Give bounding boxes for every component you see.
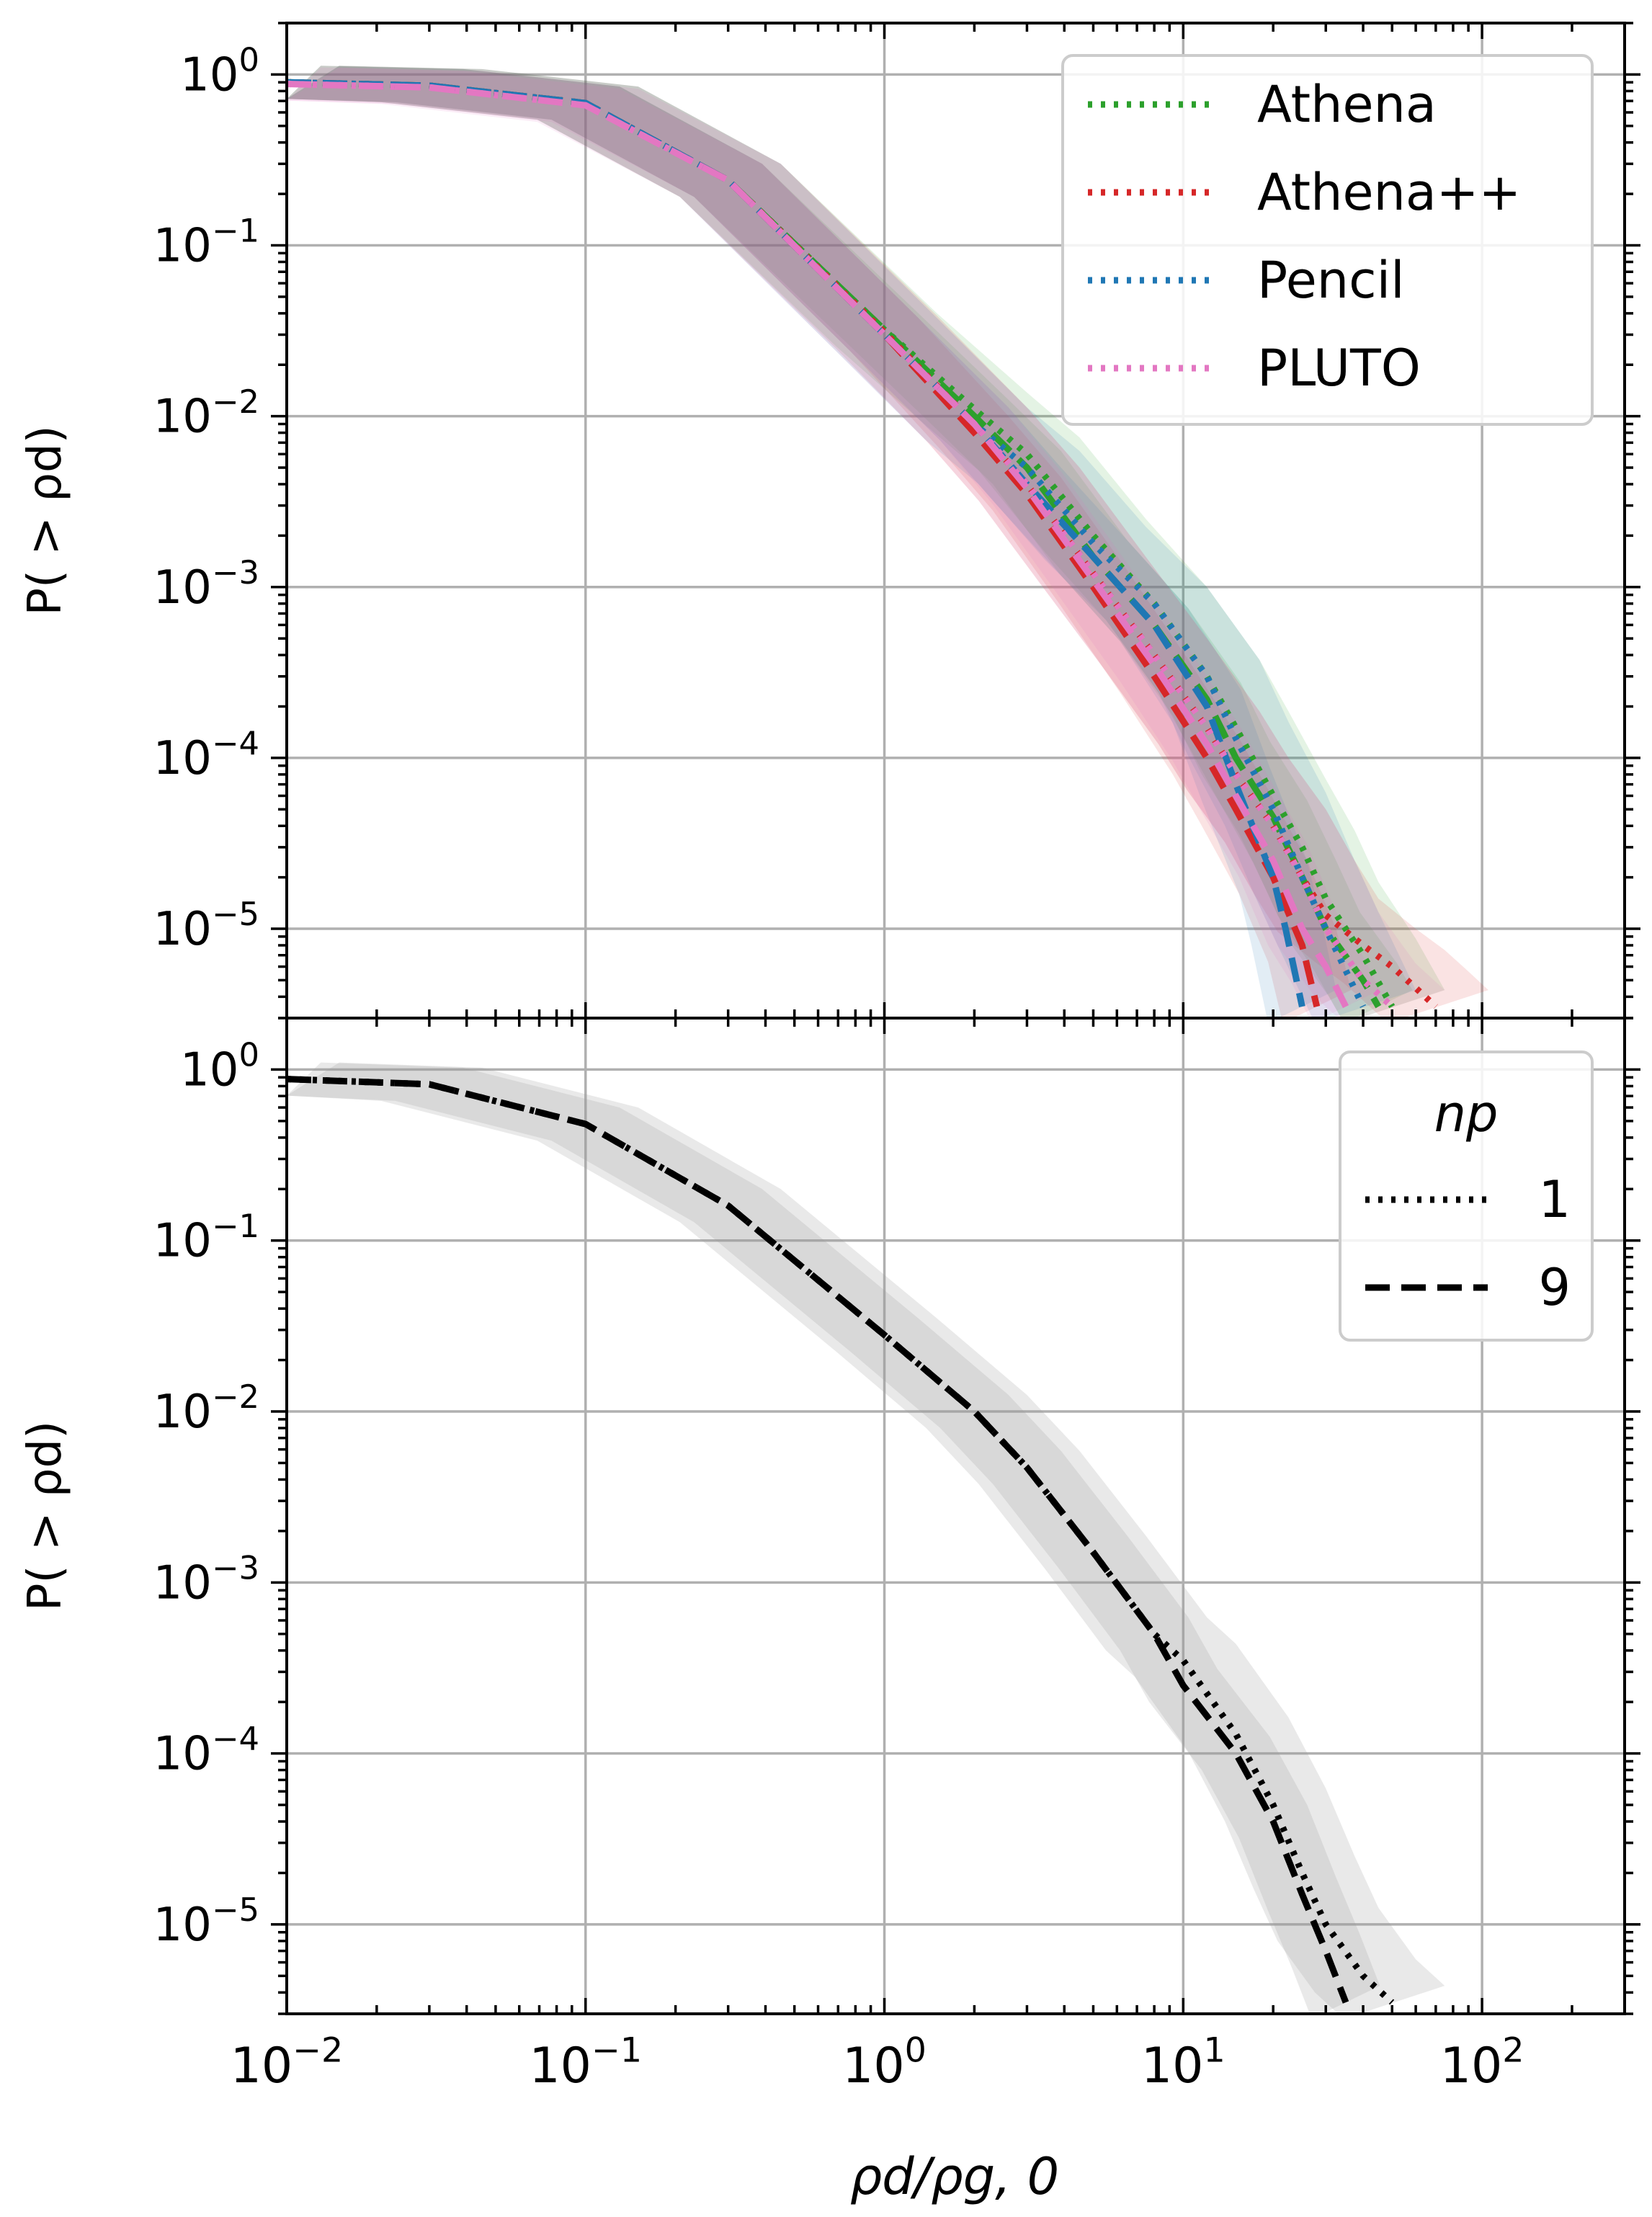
series-athena-dotted <box>287 79 1396 1009</box>
series-lines <box>287 1076 1395 2005</box>
axes-frame <box>285 1017 1626 2015</box>
x-tick-label: 10−1 <box>529 2030 642 2095</box>
bottom-panel: 100 10−1 10−2 10−3 10−4 10−5 P( > ρd) np 1 9 <box>19 1017 1640 2015</box>
series-athena--dotted <box>287 79 1438 1009</box>
legend-label: Athena <box>1257 75 1437 134</box>
band-9-dashed <box>287 1062 1380 2014</box>
band-athena--dashed <box>287 66 1352 1018</box>
legend-title: np <box>1434 1084 1499 1143</box>
shared-x-axis: 10−2 10−1 100 101 102 <box>231 2030 1524 2095</box>
y-tick-label: 10−4 <box>153 724 259 785</box>
series-pluto-dashed <box>287 81 1349 1009</box>
y-tick-label: 10−2 <box>153 383 259 444</box>
band-pluto-dotted <box>287 67 1445 1018</box>
series-9-dashed <box>287 1076 1349 2004</box>
y-tick-label: 10−5 <box>153 895 259 956</box>
y-tick-label: 10−2 <box>153 1378 259 1439</box>
legend-label: 1 <box>1538 1170 1571 1229</box>
y-tick-label: 10−1 <box>153 212 259 273</box>
legend: np 1 9 <box>1339 1050 1594 1342</box>
legend-box <box>1339 1050 1594 1342</box>
y-tick-label: 10−1 <box>153 1207 259 1268</box>
legend-label: 9 <box>1538 1258 1571 1317</box>
series-lines <box>287 79 1438 1009</box>
uncertainty-bands <box>287 1062 1445 2014</box>
y-tick-label: 100 <box>180 1036 259 1097</box>
x-tick-label: 100 <box>842 2030 927 2095</box>
x-tick-label: 10−2 <box>231 2030 344 2095</box>
x-tick-label: 101 <box>1141 2030 1225 2095</box>
band-1-dotted <box>287 1062 1445 2014</box>
band-athena--dotted <box>287 66 1488 1018</box>
y-tick-label: 10−5 <box>153 1891 259 1952</box>
x-axis-label: ρd/ρg, 0 <box>850 2147 1059 2206</box>
legend: Athena Athena++ Pencil PLUTO <box>1061 54 1594 426</box>
legend-label: Pencil <box>1257 251 1405 310</box>
legend-box <box>1061 54 1594 426</box>
y-tick-label: 10−3 <box>153 1548 259 1610</box>
legend-label: Athena++ <box>1257 163 1521 222</box>
y-tick-label: 10−3 <box>153 553 259 615</box>
x-tick-label: 102 <box>1440 2030 1524 2095</box>
y-axis-label: P( > ρd) <box>19 1421 72 1611</box>
legend-label: PLUTO <box>1257 339 1421 398</box>
y-tick-label: 10−4 <box>153 1720 259 1781</box>
y-tick-label: 100 <box>180 41 259 102</box>
y-axis-label: P( > ρd) <box>19 425 72 615</box>
band-athena-dotted <box>287 66 1445 1018</box>
band-pluto-dashed <box>287 67 1380 1018</box>
